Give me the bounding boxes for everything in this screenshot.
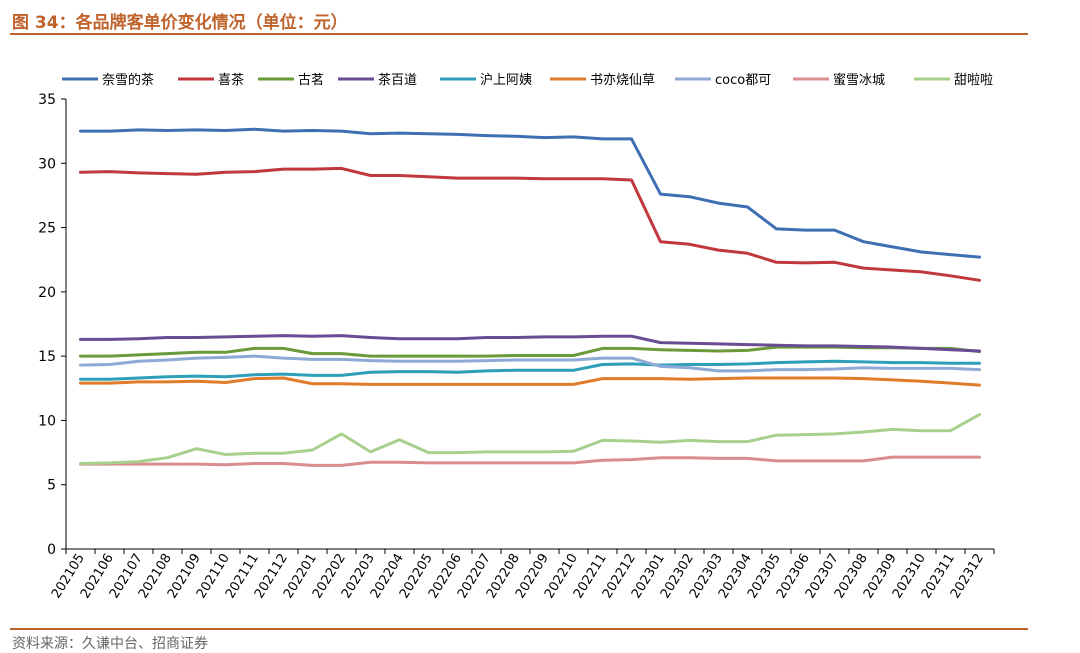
legend-label: 古茗 — [298, 73, 324, 88]
series-line-5 — [79, 359, 981, 381]
legend-label: 喜茶 — [218, 72, 244, 88]
legend-label: coco都可 — [715, 73, 771, 88]
series-line-3 — [79, 345, 981, 358]
series-line-7 — [79, 354, 981, 373]
series-line-6 — [79, 376, 981, 387]
y-tick-label: 10 — [38, 413, 56, 429]
figure-title: 图 34：各品牌客单价变化情况（单位：元） — [12, 13, 348, 33]
line-chart: 奈雪的茶 喜茶 古茗 茶百道 沪上阿姨 书亦烧仙草 coco都可 蜜雪冰城 甜啦啦 0 5 10 15… — [38, 72, 995, 601]
chart-series — [79, 127, 981, 467]
source-note: 资料来源：久谦中台、招商证券 — [12, 636, 208, 652]
y-tick-label: 20 — [38, 285, 56, 301]
series-line-8 — [79, 455, 981, 467]
y-tick-label: 5 — [47, 478, 56, 494]
legend-label: 蜜雪冰城 — [833, 73, 885, 88]
y-tick-label: 25 — [38, 221, 56, 237]
source-divider — [10, 628, 1028, 630]
y-tick-label: 35 — [38, 92, 56, 108]
series-line-2 — [79, 166, 981, 282]
legend-label: 沪上阿姨 — [480, 72, 532, 88]
legend-label: 书亦烧仙草 — [590, 72, 655, 88]
legend-label: 奈雪的茶 — [102, 72, 154, 88]
legend-label: 甜啦啦 — [954, 72, 993, 88]
y-tick-label: 15 — [38, 349, 56, 365]
legend-label: 茶百道 — [378, 72, 417, 88]
chart-legend: 奈雪的茶 喜茶 古茗 茶百道 沪上阿姨 书亦烧仙草 coco都可 蜜雪冰城 甜啦啦 — [62, 72, 993, 88]
y-tick-label: 0 — [47, 542, 56, 558]
series-line-4 — [79, 334, 981, 353]
y-tick-label: 30 — [38, 156, 56, 172]
series-line-9 — [79, 413, 981, 465]
title-divider — [10, 33, 1028, 35]
series-line-1 — [79, 127, 981, 259]
